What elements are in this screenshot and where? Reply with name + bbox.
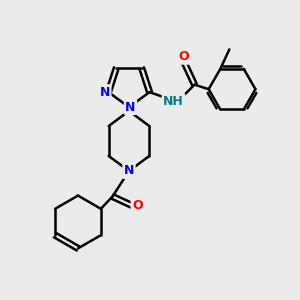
Text: N: N <box>124 164 134 178</box>
Text: NH: NH <box>163 95 184 108</box>
Text: N: N <box>125 100 136 114</box>
Text: N: N <box>100 86 110 99</box>
Text: O: O <box>178 50 189 63</box>
Text: O: O <box>132 199 143 212</box>
